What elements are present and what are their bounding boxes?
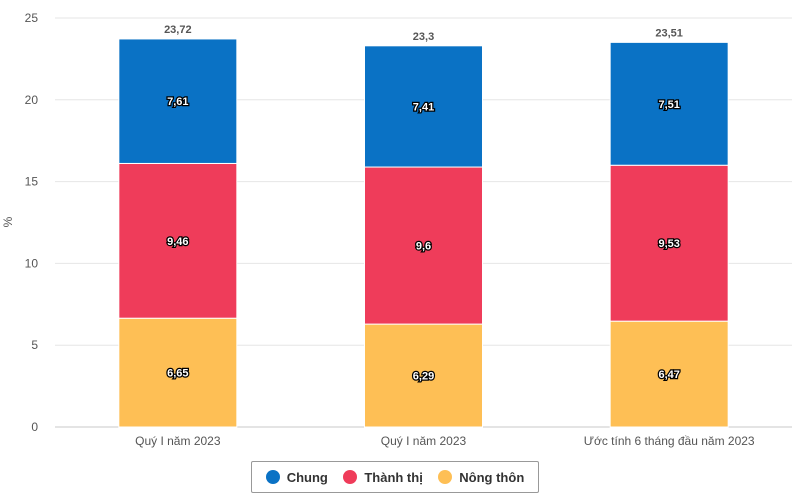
- y-tick-label: 20: [25, 93, 39, 107]
- segment-value-label: 7,61: [167, 96, 188, 108]
- x-category-label: Quý I năm 2023: [381, 434, 467, 448]
- y-tick-label: 5: [31, 338, 38, 352]
- bar-segment: [118, 38, 238, 164]
- total-value-label: 23,3: [413, 31, 434, 43]
- y-tick-label: 15: [25, 175, 39, 189]
- legend-swatch-icon: [438, 470, 453, 484]
- bar-segment: [364, 166, 483, 325]
- bar-segment: [118, 317, 238, 428]
- y-tick-label: 10: [25, 256, 39, 270]
- data-labels: 6,65 9,46 7,61 23,72 6,29 9,6 7,41 23,3 6,47 9,53…: [164, 24, 683, 384]
- x-category-label: Ước tính 6 tháng đầu năm 2023: [584, 434, 755, 448]
- segment-value-label: 9,6: [416, 241, 431, 253]
- y-axis-ticks: 0 5 10 15 20 25: [25, 11, 39, 434]
- legend-swatch-icon: [265, 470, 280, 484]
- legend: Chung Thành thị Nông thôn: [251, 461, 539, 493]
- segment-value-label: 6,47: [658, 369, 679, 381]
- total-value-label: 23,51: [655, 27, 683, 39]
- bars: [118, 38, 729, 428]
- x-axis-categories: Quý I năm 2023 Quý I năm 2023 Ước tính 6 t…: [135, 434, 755, 448]
- legend-label: Thành thị: [364, 469, 423, 485]
- y-axis-title: %: [1, 216, 15, 227]
- legend-item[interactable]: Nông thôn: [438, 470, 524, 485]
- segment-value-label: 7,51: [658, 99, 679, 111]
- bar-segment: [609, 41, 729, 166]
- legend-item[interactable]: Chung: [265, 469, 328, 485]
- legend-item[interactable]: Thành thị: [343, 470, 423, 485]
- segment-value-label: 9,46: [167, 236, 188, 248]
- bar-segment: [118, 162, 238, 319]
- y-tick-label: 25: [25, 11, 39, 25]
- segment-value-label: 9,53: [658, 238, 679, 250]
- segment-value-label: 6,29: [413, 371, 434, 383]
- segment-value-label: 7,41: [413, 101, 434, 113]
- legend-swatch-icon: [343, 470, 358, 484]
- segment-value-label: 6,65: [167, 368, 188, 380]
- x-category-label: Quý I năm 2023: [135, 434, 221, 448]
- total-value-label: 23,72: [164, 24, 192, 36]
- y-tick-label: 0: [31, 420, 38, 434]
- bar-segment: [609, 320, 729, 428]
- bar-segment: [609, 164, 729, 322]
- legend-label: Chung: [286, 469, 328, 485]
- bar-segment: [364, 45, 483, 168]
- legend-label: Nông thôn: [459, 469, 525, 485]
